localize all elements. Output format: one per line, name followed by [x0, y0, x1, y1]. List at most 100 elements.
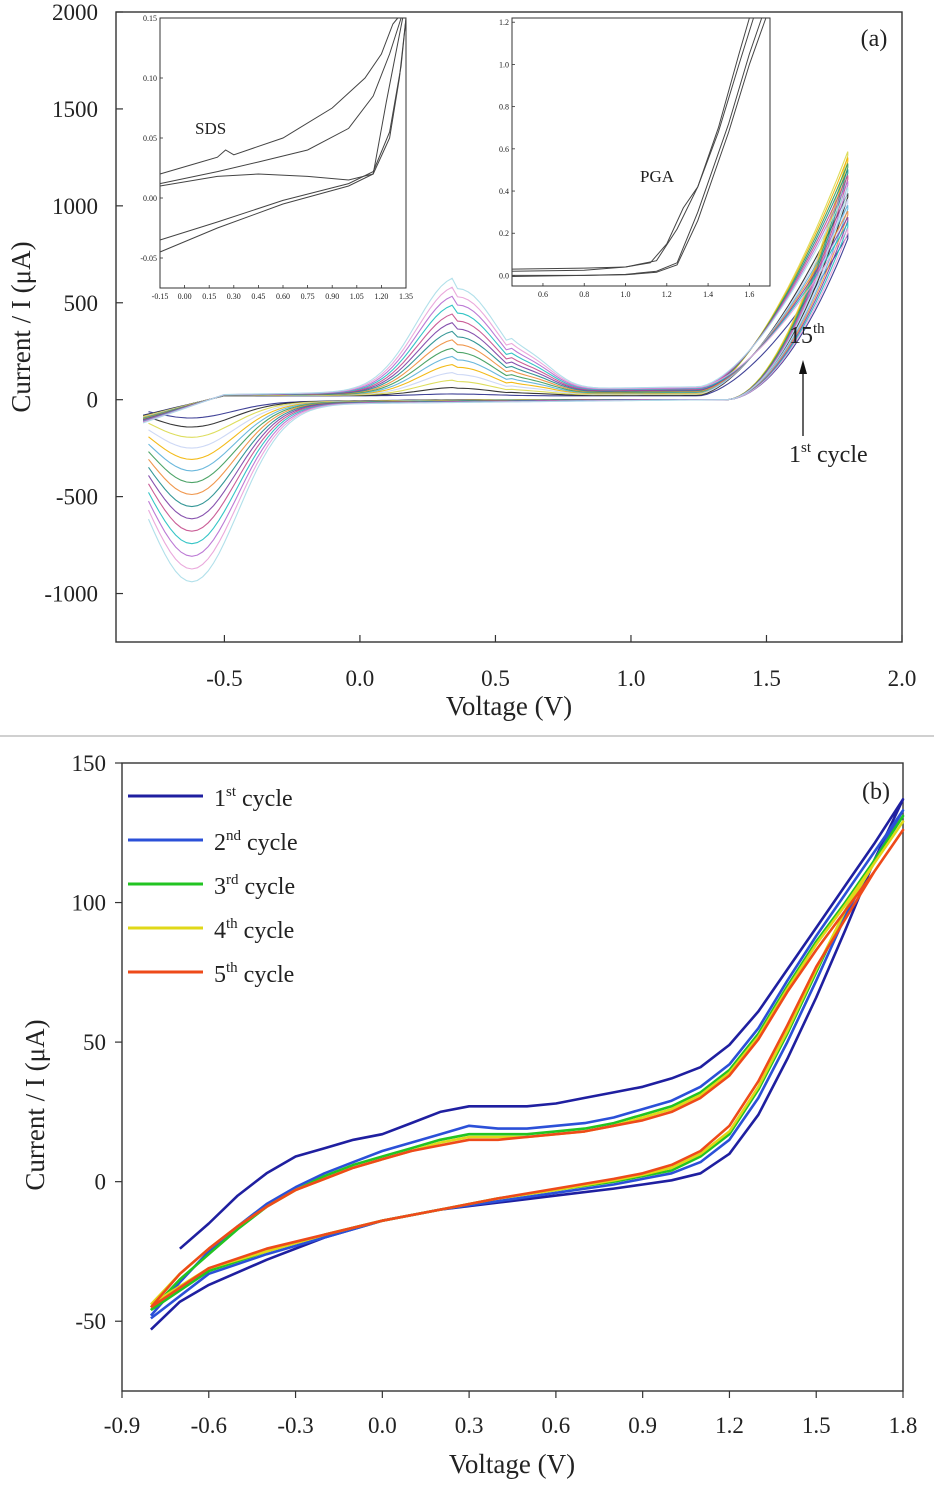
- a-ytick-label: -500: [56, 485, 98, 510]
- inset-curve: [511, 17, 750, 270]
- inset-xtick-label: 0.8: [579, 290, 589, 299]
- a-ytick-label: 1500: [52, 97, 98, 122]
- inset-ytick-label: 0.4: [499, 187, 509, 196]
- annotation-15th: 15th: [789, 321, 825, 349]
- b-xtick-label: 0.9: [628, 1413, 657, 1438]
- inset-ytick-label: 0.0: [499, 271, 509, 280]
- inset-xtick-label: 0.45: [251, 292, 265, 301]
- b-xtick-label: 0.3: [455, 1413, 484, 1438]
- inset-curve: [159, 17, 404, 187]
- inset-ytick-label: -0.05: [140, 254, 157, 263]
- a-xtick-label: -0.5: [206, 666, 242, 691]
- inset-xtick-label: 1.35: [399, 292, 413, 301]
- b-xtick-label: 0.0: [368, 1413, 397, 1438]
- chart-b: -0.9 -0.6 -0.3 0.0 0.3 0.6 0.9 1.2 1.5 1.8 150 100 5…: [20, 751, 918, 1479]
- inset-xtick-label: 0.30: [227, 292, 241, 301]
- inset-pga-ticks: 0.6 0.8 1.0 1.2 1.4 1.6 1.2 1.0 0.8 0.6 0.4 0.2 0.0: [499, 18, 754, 299]
- inset-sds-frame: [159, 17, 407, 289]
- inset-pga-label: PGA: [640, 167, 675, 186]
- b-series-curve: [149, 809, 905, 1320]
- b-series-curve: [149, 798, 905, 1331]
- inset-ytick-label: 1.2: [499, 18, 509, 27]
- annotation-1st-cycle: 1st cycle: [789, 440, 868, 468]
- legend-entry: 2nd cycle: [214, 828, 298, 856]
- legend-entry: 1st cycle: [214, 784, 293, 812]
- a-ytick-label: 2000: [52, 0, 98, 25]
- inset-pga: 0.6 0.8 1.0 1.2 1.4 1.61.21.00.80.60.40.20.0 …: [499, 17, 771, 299]
- legend-entry: 5th cycle: [214, 960, 294, 988]
- inset-pga-curves: [511, 17, 767, 277]
- a-xtick-label: 2.0: [888, 666, 917, 691]
- b-series-curve: [149, 828, 905, 1309]
- inset-sds: -0.15 0.00 0.15 0.30 0.45 0.60 0.75 0.90 1.05 1.2…: [140, 14, 413, 301]
- a-ytick-label: 500: [64, 291, 99, 316]
- inset-sds-ticks: -0.15 0.00 0.15 0.30 0.45 0.60 0.75 0.90 1.05 1.2…: [140, 14, 413, 301]
- a-axis-ticks: -0.5 0.0 0.5 1.0 1.5 2.0 2000 1500 1000 500 0 -500 -…: [44, 0, 916, 691]
- a-ylabel: Current / I (μA): [6, 241, 36, 412]
- b-ylabel: Current / I (μA): [20, 1019, 50, 1190]
- b-ytick-label: -50: [75, 1309, 106, 1334]
- legend-entry: 3rd cycle: [214, 872, 295, 900]
- b-ytick-label: 50: [83, 1030, 106, 1055]
- inset-ytick-label: 0.6: [499, 145, 509, 154]
- legend-entry: 4th cycle: [214, 916, 294, 944]
- inset-curve: [159, 17, 399, 175]
- inset-xtick-label: 0.15: [202, 292, 216, 301]
- inset-xtick-label: 1.20: [374, 292, 388, 301]
- inset-xtick-label: 1.4: [703, 290, 713, 299]
- inset-ytick-label: 0.05: [143, 134, 157, 143]
- b-xtick-label: -0.3: [277, 1413, 313, 1438]
- inset-sds-curves: [159, 17, 407, 253]
- inset-xtick-label: 0.6: [538, 290, 548, 299]
- panel-separator: [0, 735, 934, 737]
- inset-curve: [159, 17, 407, 241]
- inset-curve: [511, 17, 754, 272]
- a-xtick-label: 1.5: [752, 666, 781, 691]
- b-xtick-label: -0.9: [104, 1413, 140, 1438]
- b-xtick-label: 0.6: [542, 1413, 571, 1438]
- b-xlabel: Voltage (V): [449, 1449, 575, 1479]
- inset-ytick-label: 0.00: [143, 194, 157, 203]
- inset-xtick-label: 1.2: [662, 290, 672, 299]
- a-xtick-label: 1.0: [617, 666, 646, 691]
- inset-xtick-label: 1.0: [621, 290, 631, 299]
- inset-ytick-label: 0.2: [499, 229, 509, 238]
- inset-curve: [511, 17, 767, 277]
- plot-area-b: [121, 762, 904, 1392]
- inset-xtick-label: 1.05: [350, 292, 364, 301]
- inset-pga-frame: [511, 17, 771, 287]
- b-xtick-label: 1.2: [715, 1413, 744, 1438]
- a-xlabel: Voltage (V): [446, 691, 572, 721]
- b-panel-label: (b): [862, 779, 890, 805]
- inset-xtick-label: 0.75: [301, 292, 315, 301]
- inset-ytick-label: 0.8: [499, 103, 509, 112]
- a-cycle-curves: [142, 151, 849, 583]
- b-xtick-label: 1.8: [889, 1413, 918, 1438]
- a-ytick-label: 1000: [52, 194, 98, 219]
- b-ytick-label: 100: [72, 891, 107, 916]
- inset-xtick-label: 1.6: [744, 290, 754, 299]
- b-axis-ticks: -0.9 -0.6 -0.3 0.0 0.3 0.6 0.9 1.2 1.5 1.8 150 100 5…: [72, 751, 918, 1438]
- b-xtick-label: 1.5: [802, 1413, 831, 1438]
- chart-a: -0.5 0.0 0.5 1.0 1.5 2.0 2000 1500 1000 500 0 -500 -…: [6, 0, 916, 721]
- inset-curve: [159, 17, 402, 185]
- b-xtick-label: -0.6: [191, 1413, 227, 1438]
- a-ytick-label: -1000: [44, 582, 98, 607]
- a-panel-label: (a): [861, 26, 888, 52]
- b-ytick-label: 150: [72, 751, 107, 776]
- inset-xtick-label: -0.15: [152, 292, 169, 301]
- a-xtick-label: 0.0: [346, 666, 375, 691]
- inset-ytick-label: 0.10: [143, 74, 157, 83]
- a-cycle-curve: [142, 187, 849, 583]
- inset-xtick-label: 0.90: [325, 292, 339, 301]
- a-xtick-label: 0.5: [481, 666, 510, 691]
- b-cycle-curves: [149, 798, 905, 1331]
- cycle-arrow-head: [799, 360, 807, 374]
- inset-xtick-label: 0.00: [178, 292, 192, 301]
- b-legend: 1st cycle 2nd cycle 3rd cycle 4th cycle 5th …: [128, 784, 298, 988]
- inset-ytick-label: 0.15: [143, 14, 157, 23]
- a-ytick-label: 0: [87, 388, 99, 413]
- b-ytick-label: 0: [95, 1170, 107, 1195]
- inset-xtick-label: 0.60: [276, 292, 290, 301]
